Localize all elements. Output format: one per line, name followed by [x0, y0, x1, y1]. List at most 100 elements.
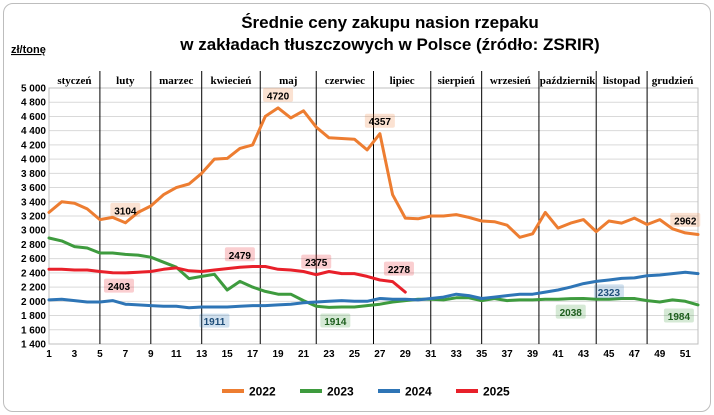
- legend-label-2024: 2024: [405, 385, 432, 399]
- x-tick-label-21: 43: [578, 349, 590, 360]
- price-chart: Średnie ceny zakupu nasion rzepaku w zak…: [11, 13, 701, 399]
- x-tick-label-13: 27: [374, 349, 386, 360]
- month-label-7: sierpień: [438, 75, 475, 87]
- annotation-box-4: [103, 278, 134, 293]
- x-tick-label-16: 33: [451, 349, 463, 360]
- y-tick-label-8: 3 000: [21, 226, 46, 237]
- annotation-label-11: 2323: [598, 288, 621, 299]
- x-tick-label-10: 21: [298, 349, 310, 360]
- annotation-box-11: [593, 284, 624, 299]
- annotation-box-5: [224, 247, 255, 262]
- annotation-box-9: [320, 313, 351, 328]
- legend: 2022 2023 2024 2025: [222, 385, 510, 399]
- x-tick-label-4: 9: [148, 349, 154, 360]
- month-label-1: luty: [116, 75, 135, 87]
- annotations: 3104 4720 4357 2962 2403 2479 2375 2278 1911 1914…: [103, 87, 701, 328]
- x-tick-label-6: 13: [196, 349, 208, 360]
- annotation-box-1: [263, 87, 294, 102]
- chart-title-line-1: Średnie ceny zakupu nasion rzepaku: [241, 13, 539, 32]
- y-tick-label-0: 1 400: [21, 340, 46, 351]
- y-tick-label-18: 5 000: [21, 84, 46, 95]
- x-tick-label-12: 25: [349, 349, 361, 360]
- annotation-label-0: 3104: [114, 206, 137, 217]
- y-axis-unit: zł/tonę: [11, 44, 46, 56]
- month-label-2: marzec: [159, 75, 193, 87]
- y-tick-label-6: 2 600: [21, 254, 46, 265]
- annotation-label-2: 4357: [369, 117, 392, 128]
- x-tick-label-19: 39: [527, 349, 539, 360]
- annotation-label-7: 2278: [388, 265, 411, 276]
- annotation-label-6: 2375: [305, 258, 328, 269]
- x-tick-label-0: 1: [46, 349, 52, 360]
- annotation-label-9: 1914: [324, 317, 347, 328]
- legend-label-2022: 2022: [249, 385, 276, 399]
- y-tick-label-10: 3 400: [21, 197, 46, 208]
- annotation-box-6: [301, 254, 332, 269]
- x-tick-label-15: 31: [425, 349, 437, 360]
- x-tick-label-8: 17: [247, 349, 259, 360]
- month-label-4: maj: [279, 75, 297, 87]
- x-tick-label-11: 23: [323, 349, 335, 360]
- annotation-box-0: [110, 202, 141, 217]
- x-tick-label-3: 7: [123, 349, 129, 360]
- x-tick-label-2: 5: [97, 349, 103, 360]
- series-line-2023: [47, 236, 700, 309]
- x-tick-label-17: 35: [476, 349, 488, 360]
- x-tick-label-25: 51: [680, 349, 692, 360]
- annotation-box-8: [199, 313, 230, 328]
- y-tick-label-12: 3 800: [21, 169, 46, 180]
- chart-title-line-2: w zakładach tłuszczowych w Polsce (źródł…: [179, 35, 599, 54]
- month-label-3: kwiecień: [210, 75, 251, 87]
- y-tick-label-4: 2 200: [21, 283, 46, 294]
- annotation-box-7: [383, 261, 414, 276]
- annotation-box-2: [364, 113, 395, 128]
- month-label-0: styczeń: [57, 75, 91, 87]
- y-tick-label-13: 4 000: [21, 155, 46, 166]
- x-tick-label-14: 29: [400, 349, 412, 360]
- month-label-11: grudzień: [652, 75, 694, 87]
- month-label-10: listopad: [603, 75, 640, 87]
- y-tick-label-5: 2 400: [21, 268, 46, 279]
- y-tick-label-16: 4 600: [21, 112, 46, 123]
- x-tick-label-20: 41: [552, 349, 564, 360]
- series-line-2025: [47, 265, 407, 294]
- chart-frame: Średnie ceny zakupu nasion rzepaku w zak…: [3, 3, 711, 412]
- month-label-5: czerwiec: [325, 75, 365, 87]
- y-tick-label-1: 1 600: [21, 325, 46, 336]
- annotation-label-4: 2403: [108, 282, 131, 293]
- annotation-box-12: [663, 308, 694, 323]
- annotation-label-3: 2962: [674, 216, 697, 227]
- annotation-label-8: 1911: [204, 317, 226, 328]
- x-tick-label-5: 11: [171, 349, 182, 360]
- x-tick-label-9: 19: [272, 349, 284, 360]
- annotation-label-10: 2038: [560, 308, 583, 319]
- y-tick-label-9: 3 200: [21, 212, 46, 223]
- annotation-box-3: [670, 212, 701, 227]
- annotation-label-1: 4720: [267, 91, 290, 102]
- legend-label-2025: 2025: [483, 385, 510, 399]
- series-lines: [47, 106, 700, 310]
- series-line-2024: [47, 270, 700, 310]
- x-tick-label-23: 47: [629, 349, 641, 360]
- month-label-6: lipiec: [390, 75, 415, 87]
- annotation-label-5: 2479: [229, 251, 252, 262]
- x-tick-label-7: 15: [222, 349, 234, 360]
- x-axis-ticks: 1 3 5 7 9 11 13 15 17 19 21 23 25 27 29 31 33 35 37 39 41 43 4…: [46, 349, 691, 360]
- chart-title: Średnie ceny zakupu nasion rzepaku w zak…: [179, 13, 599, 54]
- x-tick-label-1: 3: [72, 349, 78, 360]
- x-tick-label-24: 49: [654, 349, 666, 360]
- y-tick-label-11: 3 600: [21, 183, 46, 194]
- month-labels: styczeń luty marzec kwiecień maj czerwiec lipi…: [57, 71, 693, 344]
- y-tick-label-7: 2 800: [21, 240, 46, 251]
- x-tick-label-18: 37: [502, 349, 514, 360]
- y-tick-label-14: 4 200: [21, 140, 46, 151]
- annotation-box-10: [555, 304, 586, 319]
- annotation-label-12: 1984: [668, 312, 691, 323]
- y-tick-label-15: 4 400: [21, 126, 46, 137]
- y-tick-label-3: 2 000: [21, 297, 46, 308]
- series-line-2022: [47, 106, 700, 239]
- legend-label-2023: 2023: [327, 385, 354, 399]
- month-label-9: październik: [540, 75, 596, 87]
- y-axis-ticks: 1 400 1 600 1 800 2 000 2 200 2 400 2 600 2 800…: [21, 84, 46, 351]
- y-tick-label-2: 1 800: [21, 311, 46, 322]
